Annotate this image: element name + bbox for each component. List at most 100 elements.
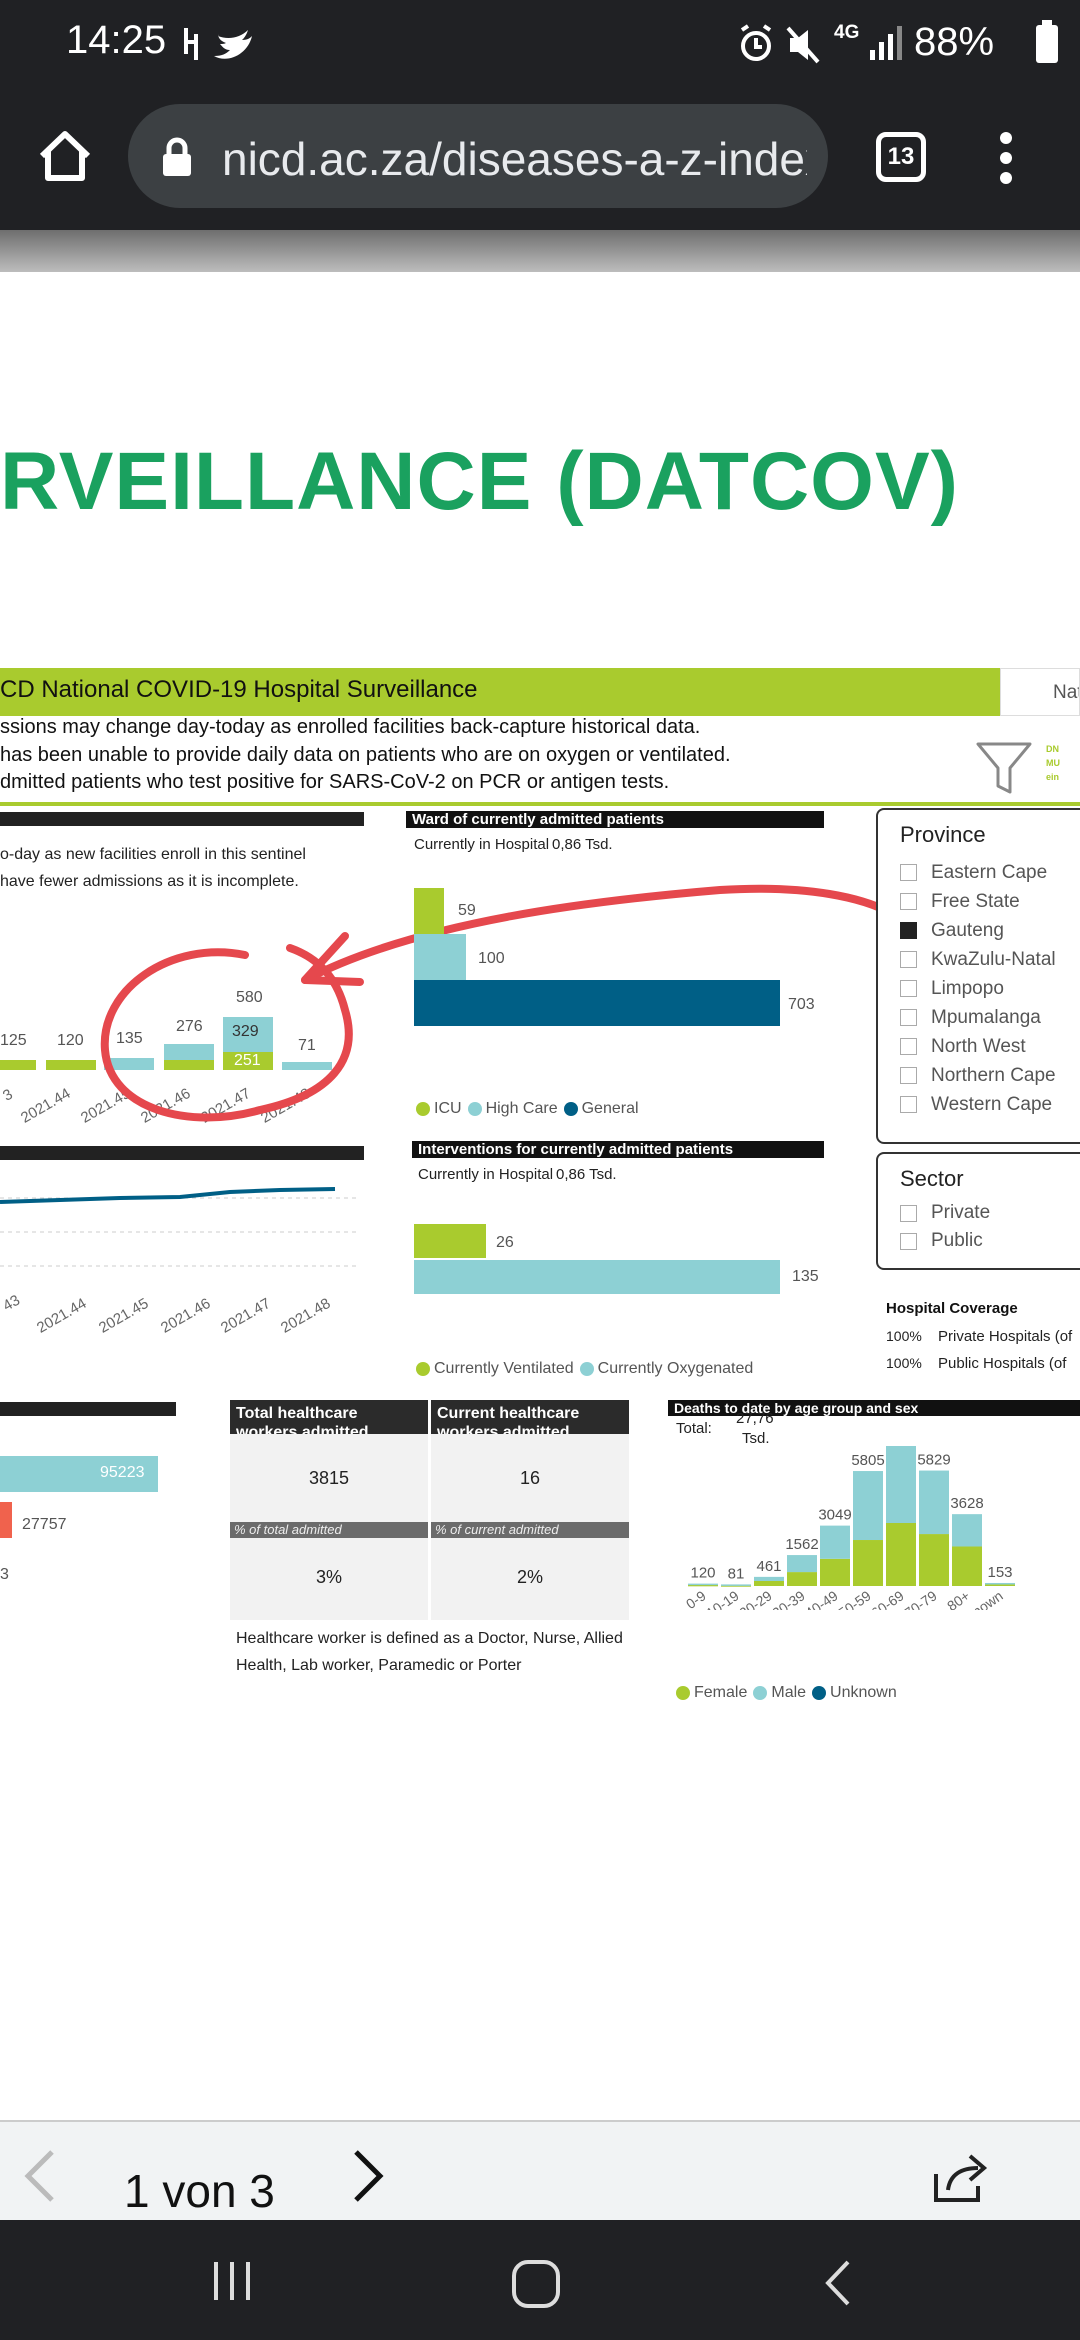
- checkbox[interactable]: [900, 951, 917, 968]
- disclaimer-line-2: has been unable to provide daily data on…: [0, 744, 731, 766]
- coverage-title: Hospital Coverage: [886, 1300, 1018, 1317]
- bar-w46-f: [164, 1060, 214, 1070]
- province-option-mpumalanga[interactable]: Mpumalanga: [900, 1003, 1056, 1032]
- death-value-label: 153: [987, 1564, 1012, 1581]
- checkbox[interactable]: [900, 1232, 917, 1250]
- tab-switcher-button[interactable]: 13: [876, 132, 926, 182]
- age-group-tick: 40-49: [802, 1587, 841, 1610]
- province-option-free-state[interactable]: Free State: [900, 887, 1056, 916]
- death-bar-male: [820, 1525, 850, 1559]
- province-option-gauteng[interactable]: Gauteng: [900, 916, 1056, 945]
- home-icon[interactable]: [36, 128, 94, 184]
- death-bar-male: [754, 1576, 784, 1581]
- checkbox[interactable]: [900, 864, 917, 881]
- province-option-limpopo[interactable]: Limpopo: [900, 974, 1056, 1003]
- filter-icon[interactable]: [974, 740, 1034, 798]
- admit-total-2: 120: [57, 1032, 84, 1049]
- hcw-pct-current-value: 2%: [431, 1538, 629, 1620]
- deaths-total-unit: Tsd.: [742, 1430, 770, 1447]
- previous-page-icon[interactable]: [20, 2148, 60, 2204]
- status-bar: 14:25 4G 88%: [0, 0, 1080, 88]
- logo-text-2: MU: [1046, 758, 1060, 768]
- checkbox[interactable]: [900, 922, 917, 939]
- province-option-kwazulu-natal[interactable]: KwaZulu-Natal: [900, 945, 1056, 974]
- checkbox[interactable]: [900, 1009, 917, 1026]
- address-bar[interactable]: [128, 104, 828, 208]
- death-bar-male: [787, 1555, 817, 1573]
- pdf-pager-bar: 1 von 3: [0, 2120, 1080, 2220]
- next-page-icon[interactable]: [348, 2148, 388, 2204]
- sector-option-private[interactable]: Private: [900, 1202, 990, 1224]
- province-option-western-cape[interactable]: Western Cape: [900, 1090, 1056, 1119]
- back-nav-icon[interactable]: [822, 2258, 852, 2308]
- deaths-total-value: 27,76: [736, 1410, 774, 1427]
- hcw-current-value: 16: [431, 1434, 629, 1522]
- sector-option-public[interactable]: Public: [900, 1230, 983, 1252]
- bar-w46-m: [164, 1044, 214, 1060]
- province-option-eastern-cape[interactable]: Eastern Cape: [900, 858, 1056, 887]
- checkbox[interactable]: [900, 893, 917, 910]
- outcome-value-1: 95223: [100, 1464, 145, 1481]
- province-label: Limpopo: [931, 977, 1004, 999]
- checkbox[interactable]: [900, 1038, 917, 1055]
- ward-legend: ICU High Care General: [416, 1100, 639, 1118]
- checkbox[interactable]: [900, 1067, 917, 1084]
- ward-label-icu: 59: [458, 902, 476, 919]
- bar-w48: [282, 1062, 332, 1070]
- province-option-north-west[interactable]: North West: [900, 1032, 1056, 1061]
- disclaimer-line-1: ssions may change day-today as enrolled …: [0, 716, 701, 738]
- site-header-strip: [0, 230, 1080, 272]
- death-bar-male: [952, 1514, 982, 1547]
- death-bar-male: [721, 1584, 751, 1586]
- province-label: Eastern Cape: [931, 861, 1048, 883]
- admit-male-47: 329: [232, 1023, 259, 1040]
- death-bar-female: [820, 1558, 850, 1586]
- death-bar-female: [721, 1585, 751, 1587]
- bar-w43: [0, 1060, 36, 1070]
- trend-tick-5: 2021.47: [218, 1294, 274, 1337]
- deaths-chart-title: Deaths to date by age group and sex: [668, 1400, 1080, 1416]
- url-text[interactable]: nicd.ac.za/diseases-a-z-index/c: [222, 133, 807, 185]
- province-list: Eastern Cape Free State Gauteng KwaZulu-Nat…: [900, 858, 1056, 1119]
- outcomes-bar-chart: [0, 1456, 158, 1538]
- national-tab[interactable]: Nat: [1000, 668, 1080, 716]
- legend-oxygenated: Currently Oxygenated: [597, 1360, 754, 1377]
- hcw-pct-total-value: 3%: [230, 1538, 428, 1620]
- death-value-label: 5805: [851, 1452, 884, 1469]
- interventions-title: Interventions for currently admitted pat…: [412, 1141, 824, 1158]
- admit-total-4: 276: [176, 1018, 203, 1035]
- admit-total-1: 125: [0, 1032, 27, 1049]
- trend-tick-2: 2021.44: [34, 1294, 90, 1337]
- province-slicer: Province Eastern Cape Free State Gauteng Kw…: [876, 808, 1080, 1144]
- death-bar-female: [754, 1580, 784, 1586]
- ward-bar-chart: [414, 888, 780, 1026]
- hcw-footnote-2: Health, Lab worker, Paramedic or Porter: [236, 1657, 522, 1674]
- more-menu-icon[interactable]: [996, 130, 1016, 186]
- checkbox[interactable]: [900, 1096, 917, 1113]
- home-nav-icon[interactable]: [510, 2258, 562, 2310]
- disclaimer-line-3: dmitted patients who test positive for S…: [0, 771, 670, 793]
- recent-apps-icon[interactable]: [210, 2258, 256, 2304]
- checkbox[interactable]: [900, 1204, 917, 1222]
- death-bar-male: [985, 1582, 1015, 1585]
- bar-ventilated: [414, 1224, 486, 1258]
- report-banner: [0, 668, 1000, 716]
- legend-dot-ventilated: [416, 1362, 430, 1376]
- share-icon[interactable]: [930, 2150, 990, 2206]
- bar-w44: [46, 1060, 96, 1070]
- checkbox[interactable]: [900, 980, 917, 997]
- ventilated-value: 26: [496, 1234, 514, 1251]
- trend-line-chart: [0, 1187, 360, 1267]
- admissions-note-1: o-day as new facilities enroll in this s…: [0, 846, 306, 863]
- battery-icon: [1036, 20, 1058, 63]
- admit-female-47: 251: [234, 1052, 261, 1069]
- divider-line: [0, 802, 1080, 806]
- ward-subtitle-value: 0,86 Tsd.: [552, 836, 613, 853]
- coverage-private-label: Private Hospitals (of: [938, 1328, 1073, 1345]
- interventions-legend: Currently Ventilated Currently Oxygenate…: [416, 1360, 753, 1378]
- province-option-northern-cape[interactable]: Northern Cape: [900, 1061, 1056, 1090]
- legend-dot-general: [563, 1102, 578, 1116]
- ward-subtitle: Currently in Hospital: [414, 836, 550, 853]
- deaths-total-label: Total:: [676, 1420, 712, 1437]
- province-label: Gauteng: [931, 919, 1004, 941]
